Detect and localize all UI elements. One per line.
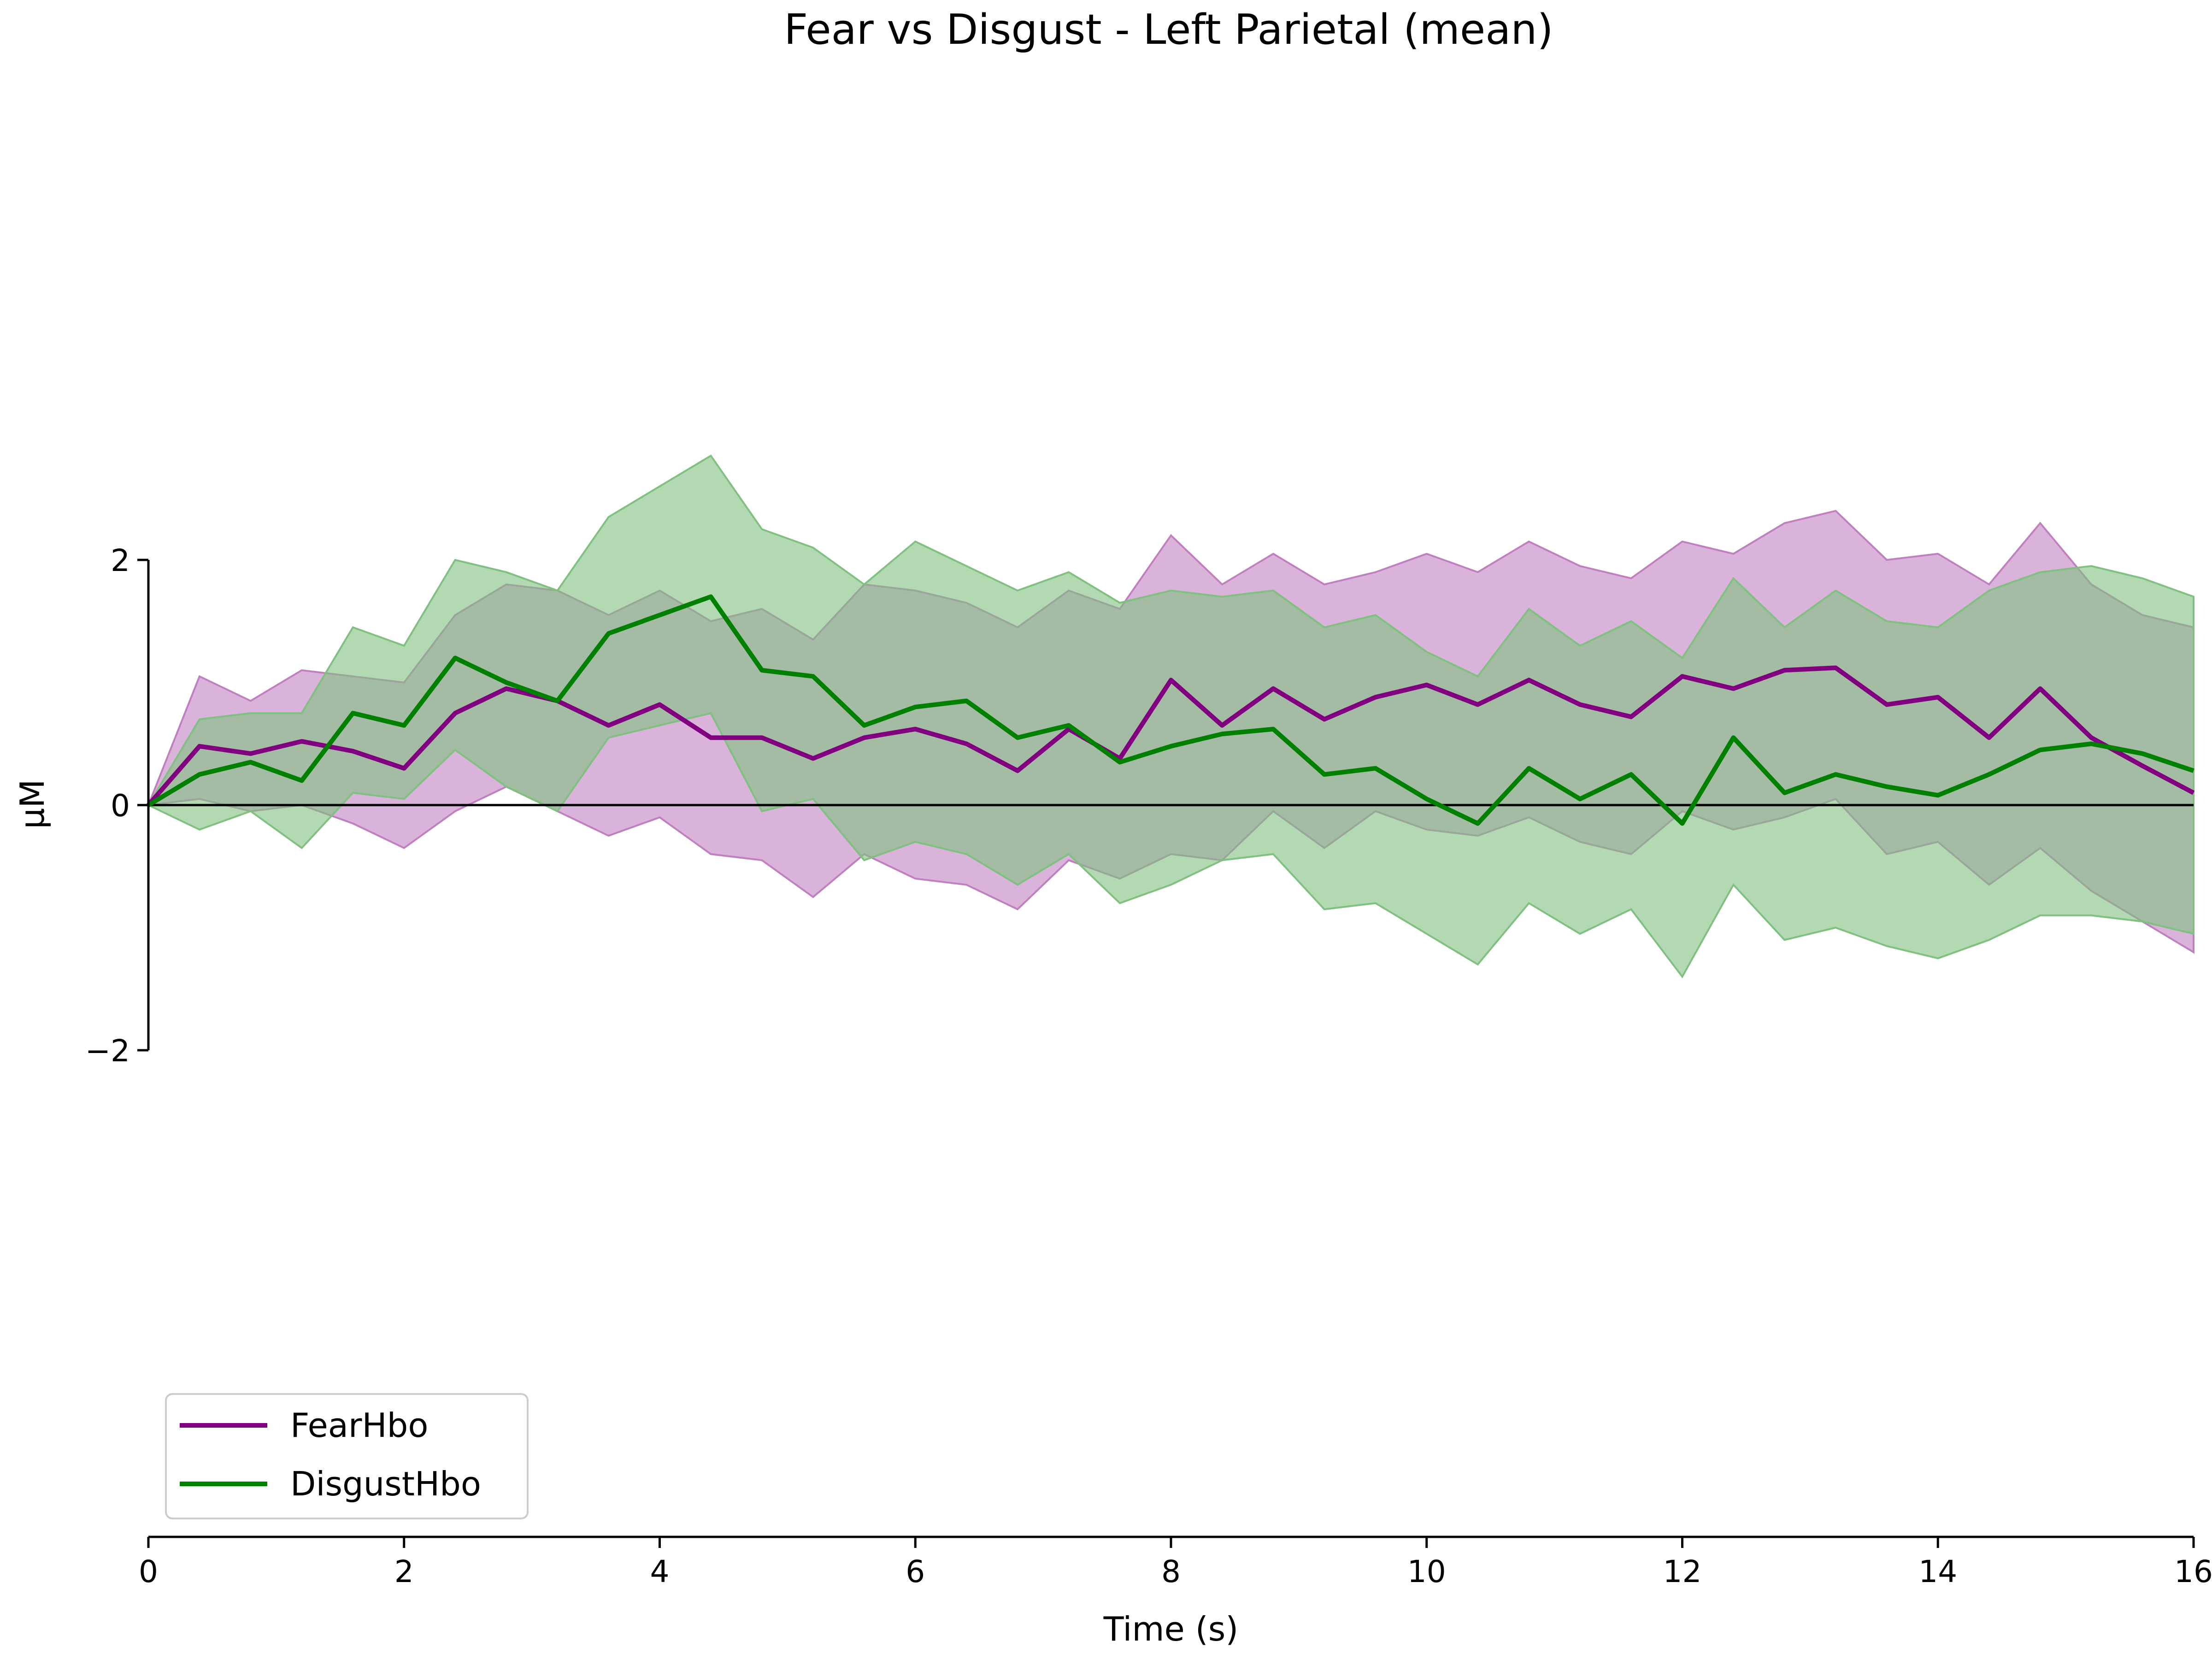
x-tick-label: 0 <box>139 1554 158 1589</box>
legend-label-fearhbo: FearHbo <box>290 1406 428 1445</box>
x-tick-label: 8 <box>1161 1554 1181 1589</box>
y-tick-label: 0 <box>111 788 130 824</box>
x-tick-label: 14 <box>1918 1554 1957 1589</box>
confidence-bands <box>147 454 2194 979</box>
band-disgusthbo <box>147 454 2194 979</box>
y-tick-label: 2 <box>111 543 130 578</box>
series-lines <box>147 594 2195 826</box>
legend: FearHbo DisgustHbo <box>165 1393 529 1519</box>
x-tick-label: 4 <box>650 1554 670 1589</box>
y-axis-title: μM <box>13 779 52 829</box>
x-tick-label: 12 <box>1663 1554 1702 1589</box>
line-disgusthbo <box>147 594 2194 826</box>
x-tick-label: 10 <box>1407 1554 1446 1589</box>
y-tick-label: −2 <box>85 1033 130 1069</box>
y-axis: −2 0 2 <box>85 543 150 1069</box>
x-tick-label: 2 <box>394 1554 414 1589</box>
legend-label-disgusthbo: DisgustHbo <box>290 1465 481 1503</box>
x-tick-label: 16 <box>2174 1554 2212 1589</box>
line-fearhbo <box>147 665 2195 807</box>
chart-title: Fear vs Disgust - Left Parietal (mean) <box>784 6 1553 54</box>
x-tick-label: 6 <box>906 1554 925 1589</box>
x-axis: 0 2 4 6 8 10 12 14 16 <box>139 1535 2212 1589</box>
x-axis-title: Time (s) <box>1103 1610 1239 1648</box>
